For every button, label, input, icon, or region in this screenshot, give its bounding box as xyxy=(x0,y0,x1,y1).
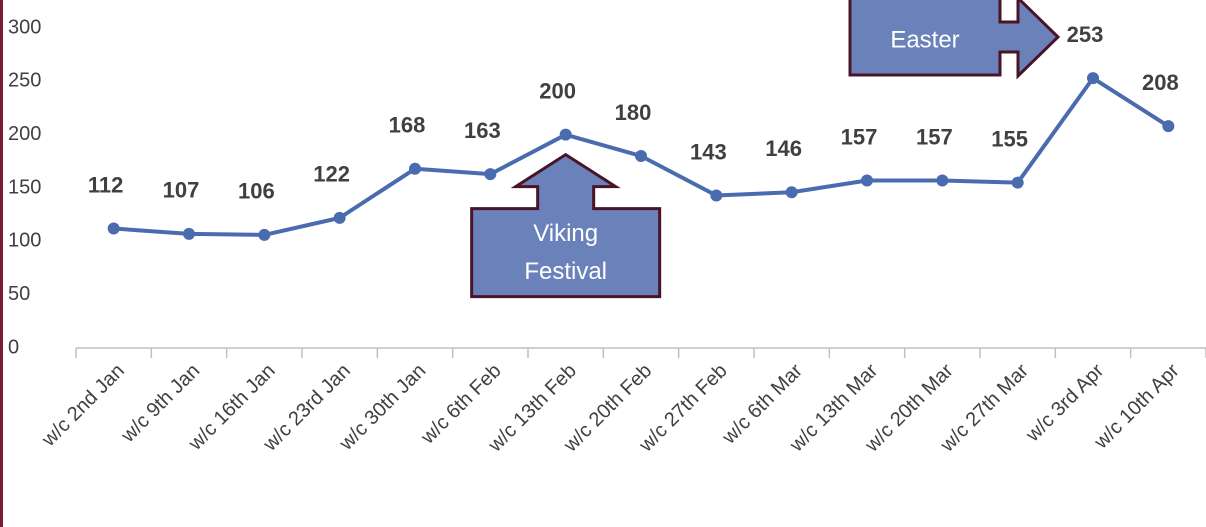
callout xyxy=(470,152,662,299)
point xyxy=(484,168,497,181)
data-label: 122 xyxy=(313,162,350,187)
y-tick-label: 200 xyxy=(8,123,41,145)
point xyxy=(258,228,271,241)
data-label: 157 xyxy=(916,124,953,149)
data-label: 253 xyxy=(1067,22,1104,47)
data-label: 112 xyxy=(88,172,124,197)
point xyxy=(183,227,195,240)
point xyxy=(333,211,346,224)
point xyxy=(409,162,421,175)
data-label: 155 xyxy=(991,126,1028,151)
edge-bar xyxy=(0,0,3,527)
y-tick-label: 50 xyxy=(8,283,30,305)
y-tick-label: 100 xyxy=(8,230,41,252)
point xyxy=(861,174,873,187)
data-label: 180 xyxy=(615,100,652,125)
x-tick-label: w/c 2nd Jan xyxy=(37,360,129,452)
annotation-text: Festival xyxy=(524,258,607,285)
annotation-text: Easter xyxy=(890,26,959,53)
data-label: 157 xyxy=(841,124,878,149)
callout xyxy=(848,0,1061,80)
point xyxy=(1162,120,1175,133)
y-tick-label: 300 xyxy=(8,16,41,38)
point xyxy=(710,189,723,202)
y-tick-label: 250 xyxy=(8,70,41,92)
data-label: 143 xyxy=(690,139,727,164)
y-tick-label: 150 xyxy=(8,176,41,198)
data-label: 106 xyxy=(238,179,275,204)
point xyxy=(1011,176,1024,189)
data-label: 208 xyxy=(1142,70,1179,95)
point xyxy=(107,222,120,235)
point xyxy=(635,150,647,162)
y-tick-label: 0 xyxy=(8,336,19,358)
point xyxy=(559,128,572,141)
data-label: 168 xyxy=(389,113,426,138)
data-label: 200 xyxy=(539,78,576,103)
data-label: 146 xyxy=(765,136,802,161)
data-label: 163 xyxy=(464,118,501,143)
point xyxy=(1087,72,1099,85)
annotation-text: Viking xyxy=(533,220,598,247)
point xyxy=(785,186,798,199)
point xyxy=(936,174,949,187)
data-label: 107 xyxy=(163,178,200,203)
